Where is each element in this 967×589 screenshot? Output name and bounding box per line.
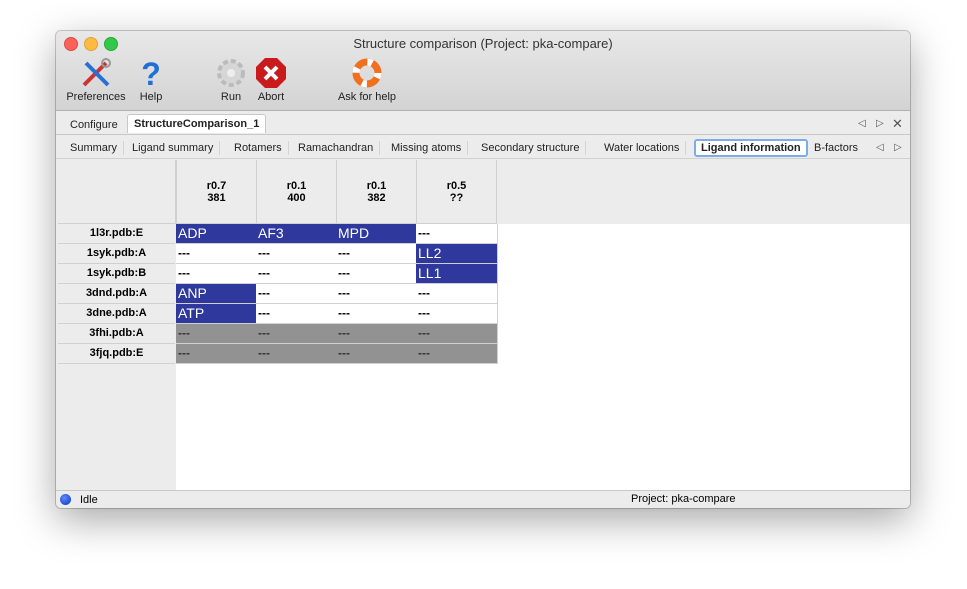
- tab-missing-atoms[interactable]: Missing atoms: [385, 141, 469, 155]
- tab-scroll-left-icon[interactable]: ◁: [858, 118, 866, 129]
- column-header-line1: r0.7: [206, 179, 227, 192]
- tab-ligand-information[interactable]: Ligand information: [694, 139, 808, 157]
- table-cell[interactable]: MPD: [336, 224, 418, 244]
- close-window-button[interactable]: [64, 37, 78, 51]
- row-header[interactable]: 3dne.pdb:A: [58, 304, 175, 324]
- lifebuoy-icon: [352, 58, 382, 88]
- help-button[interactable]: ? Help: [134, 57, 168, 103]
- status-bar: Idle Project: pka-compare: [56, 490, 910, 508]
- table-cell[interactable]: ---: [416, 304, 498, 324]
- table-cell[interactable]: ---: [336, 284, 418, 304]
- ligand-table: r0.7 381 r0.1 400 r0.1 382 r0.5?? 1l3r.pdb:E AD…: [56, 160, 910, 490]
- table-cell[interactable]: ---: [416, 344, 498, 364]
- ask-for-help-button[interactable]: Ask for help: [332, 57, 402, 103]
- table-cell[interactable]: ---: [416, 284, 498, 304]
- abort-button[interactable]: Abort: [252, 57, 290, 103]
- row-header[interactable]: 1syk.pdb:A: [58, 244, 175, 264]
- row-header[interactable]: 1syk.pdb:B: [58, 264, 175, 284]
- tab-summary[interactable]: Summary: [64, 141, 125, 155]
- table-cell[interactable]: ATP: [176, 304, 258, 324]
- table-cell[interactable]: ---: [256, 324, 338, 344]
- table-cell[interactable]: ---: [256, 284, 338, 304]
- result-tabs: Summary Ligand summary Rotamers Ramachan…: [56, 138, 910, 159]
- table-cell[interactable]: ANP: [176, 284, 258, 304]
- table-cell[interactable]: ---: [336, 244, 418, 264]
- table-cell[interactable]: ---: [176, 264, 258, 284]
- table-cell[interactable]: ---: [176, 344, 258, 364]
- row-header[interactable]: 3dnd.pdb:A: [58, 284, 175, 304]
- status-text: Idle: [80, 494, 98, 506]
- column-header-line1: r0.1: [366, 179, 387, 192]
- question-icon: ?: [141, 57, 161, 89]
- table-cell[interactable]: ---: [256, 244, 338, 264]
- column-header[interactable]: r0.5??: [416, 160, 497, 224]
- stop-icon: [256, 58, 286, 88]
- preferences-button[interactable]: Preferences: [62, 57, 130, 103]
- title-bar: Structure comparison (Project: pka-compa…: [56, 31, 910, 111]
- column-header-line2: 400: [287, 191, 306, 204]
- tools-icon: [82, 58, 111, 87]
- row-header[interactable]: 3fhi.pdb:A: [58, 324, 175, 344]
- row-header[interactable]: 1l3r.pdb:E: [58, 224, 175, 244]
- run-label: Run: [220, 91, 242, 103]
- table-cell[interactable]: ---: [336, 324, 418, 344]
- run-button[interactable]: Run: [214, 57, 248, 103]
- column-header-line2: 382: [367, 191, 386, 204]
- table-cell[interactable]: ---: [176, 324, 258, 344]
- table-cell[interactable]: ---: [416, 224, 498, 244]
- table-cell[interactable]: ---: [256, 264, 338, 284]
- table-cell[interactable]: AF3: [256, 224, 338, 244]
- close-tab-icon[interactable]: ✕: [892, 116, 903, 131]
- column-header-line2: ??: [449, 191, 464, 204]
- preferences-label: Preferences: [66, 91, 126, 103]
- tab-ligand-summary[interactable]: Ligand summary: [126, 141, 221, 155]
- tab-scroll-right-icon[interactable]: ▷: [876, 118, 884, 129]
- app-window: Structure comparison (Project: pka-compa…: [56, 31, 910, 508]
- zoom-window-button[interactable]: [104, 37, 118, 51]
- subtab-scroll-right-icon[interactable]: ▷: [894, 142, 902, 153]
- table-cell[interactable]: ---: [256, 304, 338, 324]
- help-label: Help: [139, 91, 163, 103]
- table-cell[interactable]: LL1: [416, 264, 498, 284]
- column-header-line2: 381: [207, 191, 226, 204]
- column-header-line1: r0.1: [286, 179, 307, 192]
- tab-secondary-structure[interactable]: Secondary structure: [475, 141, 587, 155]
- project-tabs: Configure StructureComparison_1 ◁ ▷ ✕: [56, 114, 910, 135]
- table-cell[interactable]: ---: [336, 304, 418, 324]
- column-header[interactable]: r0.1 382: [336, 160, 417, 224]
- tab-water-locations[interactable]: Water locations: [598, 141, 687, 155]
- window-title: Structure comparison (Project: pka-compa…: [353, 36, 613, 51]
- ask-for-help-label: Ask for help: [337, 91, 397, 103]
- tab-rotamers[interactable]: Rotamers: [228, 141, 289, 155]
- table-cell[interactable]: ---: [176, 244, 258, 264]
- gear-icon: [217, 59, 245, 87]
- subtab-scroll-left-icon[interactable]: ◁: [876, 142, 884, 153]
- table-cell[interactable]: ADP: [176, 224, 258, 244]
- tab-ramachandran[interactable]: Ramachandran: [292, 141, 381, 155]
- table-cell[interactable]: ---: [256, 344, 338, 364]
- tab-configure[interactable]: Configure: [70, 119, 118, 131]
- column-header[interactable]: r0.1 400: [256, 160, 337, 224]
- table-cell[interactable]: LL2: [416, 244, 498, 264]
- abort-label: Abort: [257, 91, 285, 103]
- tab-b-factors[interactable]: B-factors: [814, 142, 859, 154]
- column-header[interactable]: r0.7 381: [176, 160, 257, 224]
- minimize-window-button[interactable]: [84, 37, 98, 51]
- svg-text:?: ?: [141, 57, 161, 89]
- table-cell[interactable]: ---: [336, 344, 418, 364]
- column-header-line1: r0.5: [446, 179, 467, 192]
- table-cell[interactable]: ---: [336, 264, 418, 284]
- project-label: Project: pka-compare: [631, 493, 736, 505]
- status-indicator-icon: [60, 494, 71, 505]
- table-cell[interactable]: ---: [416, 324, 498, 344]
- table-corner: [58, 160, 176, 224]
- tab-structure-comparison[interactable]: StructureComparison_1: [127, 114, 267, 133]
- row-header[interactable]: 3fjq.pdb:E: [58, 344, 175, 364]
